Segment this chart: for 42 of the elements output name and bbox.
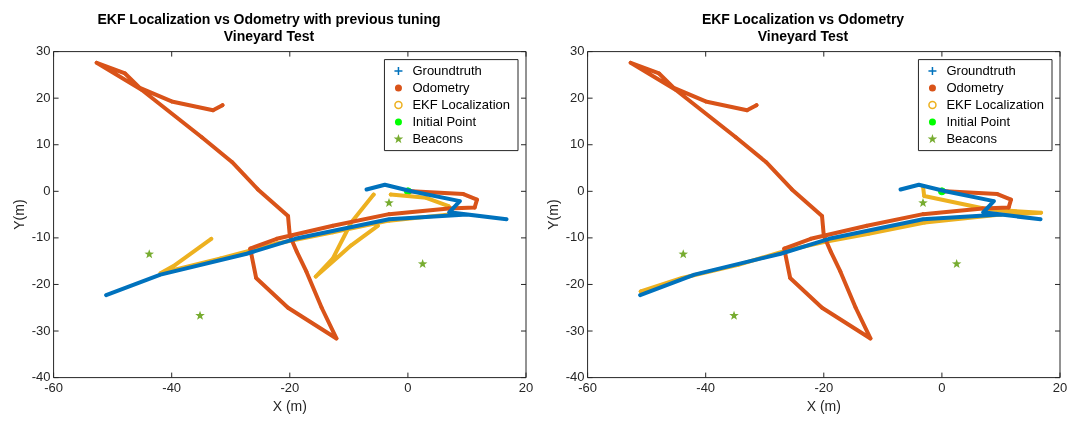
x-tick-label: 0	[938, 379, 946, 395]
y-tick-label: -30	[565, 322, 585, 338]
y-axis-title: Y(m)	[11, 199, 28, 230]
y-tick-label: 30	[36, 43, 51, 59]
legend-label: Groundtruth	[412, 62, 482, 78]
y-tick-label: 10	[570, 136, 585, 152]
chart-subtitle: Vineyard Test	[223, 28, 315, 45]
x-tick-label: -40	[162, 379, 182, 395]
x-axis-title: X (m)	[272, 398, 307, 415]
legend-label: Beacons	[946, 130, 998, 146]
y-tick-label: -30	[31, 322, 51, 338]
y-axis-title: Y(m)	[545, 199, 562, 230]
y-tick-label: 20	[570, 89, 585, 105]
y-tick-label: -40	[31, 369, 51, 385]
y-tick-label: -10	[565, 229, 585, 245]
x-tick-label: 20	[1052, 379, 1068, 395]
legend-label: Odometry	[946, 79, 1005, 95]
y-tick-label: -40	[565, 369, 585, 385]
legend-label: Initial Point	[412, 113, 477, 129]
y-tick-label: 0	[577, 182, 585, 198]
x-tick-label: -20	[814, 379, 834, 395]
x-tick-label: -20	[280, 379, 300, 395]
legend-label: EKF Localization	[412, 96, 511, 112]
legend-label: Beacons	[412, 130, 464, 146]
x-tick-label: -40	[696, 379, 716, 395]
y-tick-label: 10	[36, 136, 51, 152]
legend-label: Groundtruth	[946, 62, 1016, 78]
y-tick-label: 20	[36, 89, 51, 105]
y-tick-label: 0	[43, 182, 51, 198]
y-tick-label: 30	[570, 43, 585, 59]
y-tick-label: -20	[31, 276, 51, 292]
legend-label: Initial Point	[946, 113, 1011, 129]
chart-subtitle: Vineyard Test	[757, 28, 849, 45]
x-tick-label: 0	[404, 379, 412, 395]
legend-label: EKF Localization	[946, 96, 1045, 112]
x-axis-title: X (m)	[806, 398, 841, 415]
chart-title: EKF Localization vs Odometry with previous tuning	[97, 11, 441, 28]
x-tick-label: 20	[518, 379, 534, 395]
chart-title: EKF Localization vs Odometry	[701, 11, 905, 28]
y-tick-label: -20	[565, 276, 585, 292]
y-tick-label: -10	[31, 229, 51, 245]
legend-label: Odometry	[412, 79, 471, 95]
